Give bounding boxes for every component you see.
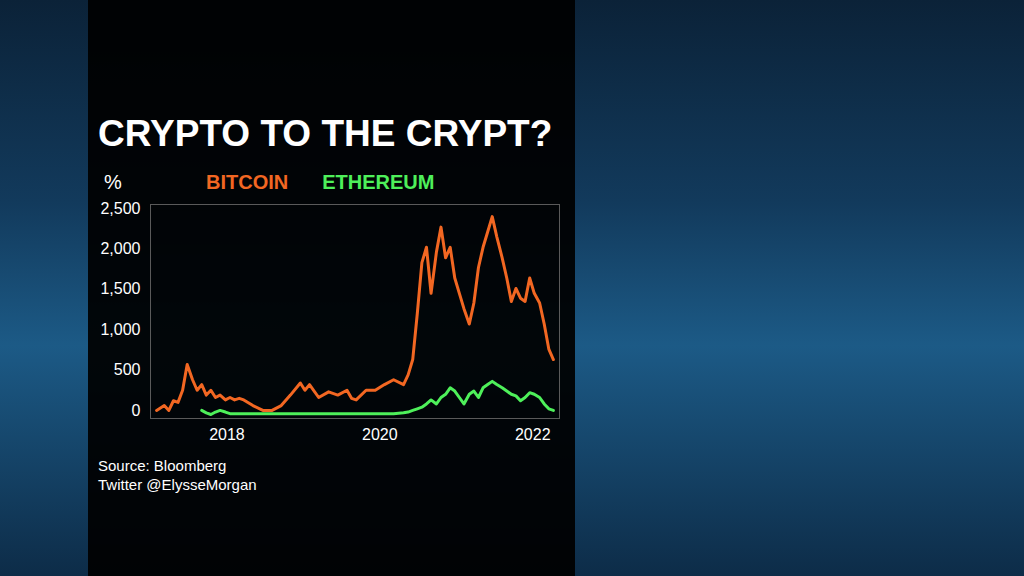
html-text:BITCOIN: BITCOIN — [206, 171, 289, 193]
html-text:Twitter @ElysseMorgan: Twitter @ElysseMorgan — [98, 476, 257, 493]
svg-text:2018: 2018 — [209, 426, 245, 443]
svg-text:1,000: 1,000 — [100, 321, 140, 338]
html-text:Source: Bloomberg: Source: Bloomberg — [98, 457, 227, 474]
svg-text:2020: 2020 — [362, 426, 398, 443]
svg-text:2,500: 2,500 — [100, 200, 140, 217]
svg-text:0: 0 — [132, 402, 141, 419]
html-text:ETHEREUM: ETHEREUM — [322, 171, 435, 193]
html-text:CRYPTO TO THE CRYPT?: CRYPTO TO THE CRYPT? — [98, 113, 553, 154]
svg-text:2,000: 2,000 — [100, 240, 140, 257]
svg-text:1,500: 1,500 — [100, 280, 140, 297]
svg-text:2022: 2022 — [515, 426, 551, 443]
svg-text:500: 500 — [114, 361, 141, 378]
